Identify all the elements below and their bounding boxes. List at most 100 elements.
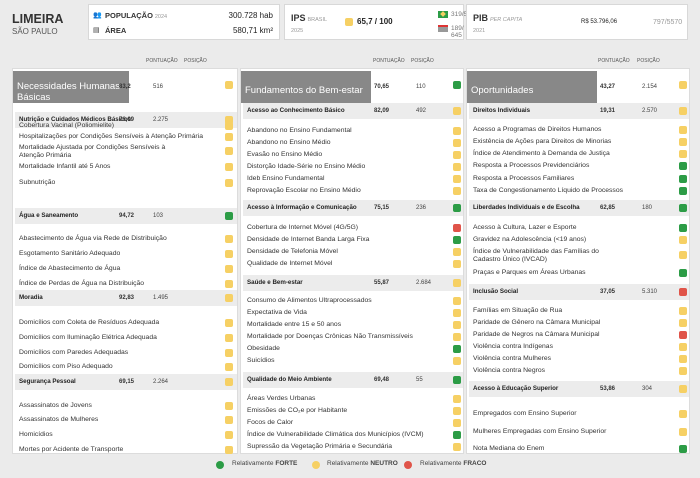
indicator-label: Reprovação Escolar no Ensino Médio (247, 187, 361, 194)
indicator-status-indicator (453, 248, 461, 256)
population-area-box: 👥 POPULAÇÃO 2024 300.728 hab ▤ ÁREA 580,… (88, 4, 280, 40)
component-status-indicator (225, 378, 233, 386)
component-name: Acesso à Educação Superior (473, 385, 559, 392)
component-status-indicator (225, 212, 233, 220)
indicator-label: Violência contra Mulheres (473, 355, 552, 362)
indicator-label: Índice de Atendimento à Demanda de Justi… (473, 150, 610, 157)
indicator-status-indicator (679, 224, 687, 232)
component-position: 180 (642, 205, 653, 211)
indicator-label: Subnutrição (19, 179, 56, 186)
panel-fundamentos: Fundamentos do Bem-estar 70,65 110 Acesso a… (240, 68, 464, 454)
indicator-label: Densidade de Telefonia Móvel (247, 248, 338, 255)
indicator-label: Acesso à Cultura, Lazer e Esporte (473, 224, 577, 231)
pib-label-row: PIB PER CAPITA (473, 13, 522, 23)
pillar-title: Oportunidades (467, 71, 597, 103)
indicator-label: Abastecimento de Água via Rede de Distri… (19, 235, 167, 242)
population-year: 2024 (154, 14, 168, 20)
indicator-status-indicator (453, 345, 461, 353)
ips-score: 65,7 / 100 (357, 17, 393, 26)
indicator-status-indicator (679, 355, 687, 363)
pib-box: PIB PER CAPITA 2021 R$ 53.796,06 797/557… (466, 4, 688, 40)
component-score: 76,09 (119, 117, 135, 123)
legend-strong-dot (216, 461, 224, 469)
component-score: 69,48 (374, 377, 390, 383)
component-status-indicator (225, 294, 233, 302)
component-header: Qualidade do Meio Ambiente 69,48 55 (243, 372, 463, 388)
indicator-status-indicator (225, 122, 233, 130)
pib-label: PIB (473, 13, 489, 23)
indicator-status-indicator (453, 224, 461, 232)
indicator-status-indicator (679, 307, 687, 315)
indicator-label: Resposta a Processos Previdenciários (473, 162, 590, 169)
indicator-status-indicator (453, 163, 461, 171)
component-position: 2.570 (642, 108, 658, 114)
ips-box: IPS BRASIL 2025 65,7 / 100 319/5570 189/… (284, 4, 478, 40)
indicator-status-indicator (679, 445, 687, 453)
component-score: 53,86 (600, 386, 616, 392)
indicator-status-indicator (225, 133, 233, 141)
pillar-title: Necessidades Humanas Básicas (13, 71, 129, 103)
component-name: Nutrição e Cuidados Médicos Básicos (19, 116, 132, 123)
indicator-label: Emissões de CO₂e por Habitante (247, 407, 348, 414)
indicator-status-indicator (225, 319, 233, 327)
indicator-status-indicator (453, 395, 461, 403)
pillar-position: 110 (416, 84, 426, 90)
indicator-label: Hospitalizações por Condições Sensíveis … (19, 133, 203, 140)
component-name: Segurança Pessoal (19, 378, 76, 385)
indicator-label: Paridade de Negros na Câmara Municipal (473, 331, 600, 338)
component-position: 236 (416, 205, 427, 211)
component-status-indicator (679, 288, 687, 296)
indicator-status-indicator (453, 297, 461, 305)
component-position: 1.495 (153, 295, 169, 301)
indicator-status-indicator (225, 446, 233, 454)
panel-oportunidades: Oportunidades 43,27 2.154 Direitos Individu… (466, 68, 690, 454)
indicator-label: Cobertura Vacinal (Poliomielite) (19, 122, 115, 129)
indicator-status-indicator (453, 333, 461, 341)
indicator-status-indicator (453, 175, 461, 183)
indicator-status-indicator (225, 402, 233, 410)
indicator-status-indicator (225, 431, 233, 439)
indicator-status-indicator (679, 162, 687, 170)
indicator-label: Taxa de Congestionamento Líquido de Proc… (473, 187, 624, 194)
indicator-status-indicator (453, 407, 461, 415)
pib-value: R$ 53.796,06 (581, 19, 618, 25)
indicator-label: Supressão da Vegetação Primária e Secund… (247, 443, 393, 450)
indicator-status-indicator (225, 163, 233, 171)
indicator-status-indicator (679, 367, 687, 375)
component-status-indicator (679, 204, 687, 212)
indicator-status-indicator (225, 280, 233, 288)
component-header: Inclusão Social 37,05 5.310 (469, 284, 689, 300)
component-name: Acesso à Informação e Comunicação (247, 204, 357, 211)
legend-strong: Relativamente FORTE (232, 460, 298, 467)
indicator-status-indicator (679, 251, 687, 259)
col-header-score-2: PONTUAÇÃO (373, 58, 405, 64)
component-score: 62,85 (600, 205, 616, 211)
component-name: Água e Saneamento (19, 212, 79, 219)
indicator-label: Praças e Parques em Áreas Urbanas (473, 269, 586, 276)
ips-status-neutral (345, 18, 353, 26)
indicator-status-indicator (453, 309, 461, 317)
ips-sublabel: BRASIL (307, 17, 328, 23)
indicator-status-indicator (225, 147, 233, 155)
indicator-label: Abandono no Ensino Fundamental (247, 127, 352, 134)
indicator-status-indicator (225, 235, 233, 243)
component-position: 103 (153, 213, 164, 219)
indicator-label: Domicílios com Iluminação Elétrica Adequ… (19, 334, 157, 341)
indicator-label: Ideb Ensino Fundamental (247, 175, 325, 182)
indicator-label: Áreas Verdes Urbanas (247, 395, 316, 402)
indicator-label: Mortalidade entre 15 e 50 anos (247, 321, 342, 328)
population-label-row: POPULAÇÃO 2024 (105, 11, 167, 20)
indicator-label: Violência contra Negros (473, 367, 546, 374)
state-name: SÃO PAULO (12, 27, 58, 36)
component-position: 2.264 (153, 379, 169, 385)
indicator-label: Obesidade (247, 345, 280, 352)
pillar-score: 43,27 (600, 84, 616, 90)
indicator-status-indicator (225, 349, 233, 357)
component-position: 2.684 (416, 280, 432, 286)
pillar-status-indicator (679, 81, 687, 89)
component-status-indicator (679, 385, 687, 393)
component-name: Qualidade do Meio Ambiente (247, 376, 332, 383)
component-name: Moradia (19, 294, 43, 301)
indicator-status-indicator (225, 250, 233, 258)
component-position: 2.275 (153, 117, 169, 123)
